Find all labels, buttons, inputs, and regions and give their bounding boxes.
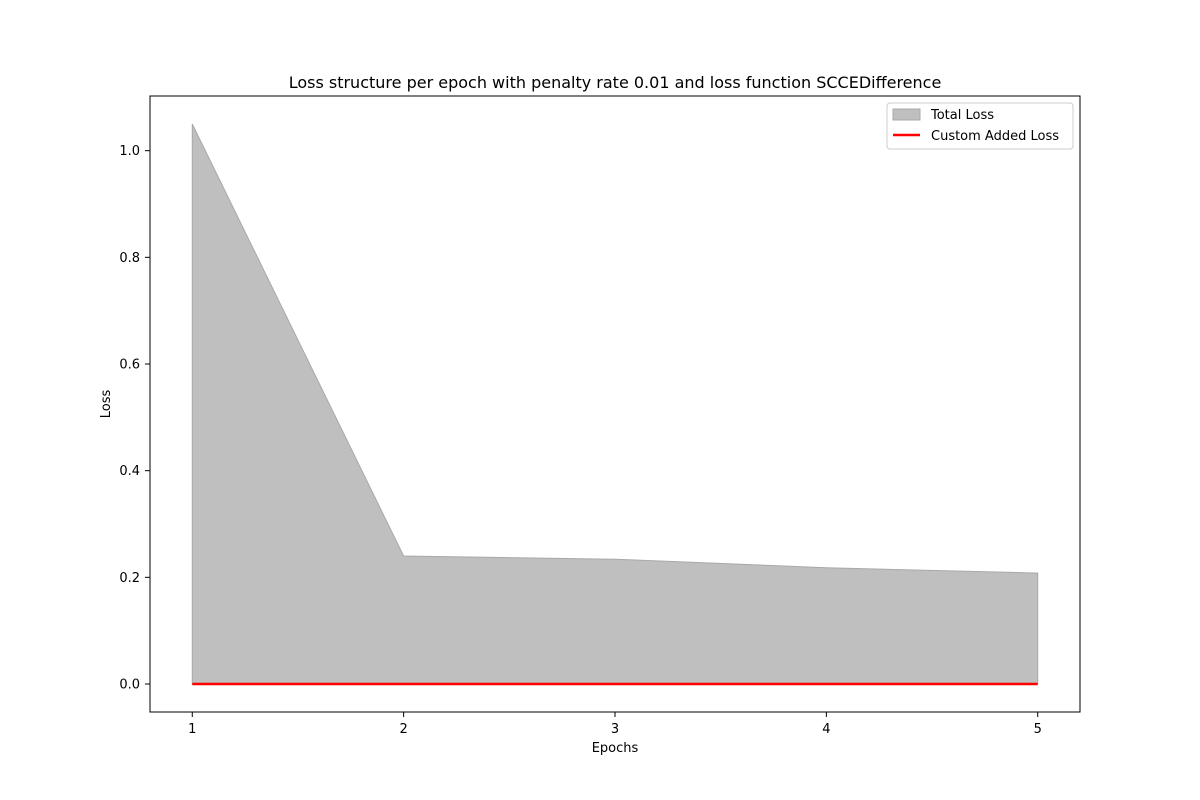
- x-axis-label: Epochs: [592, 741, 639, 756]
- y-tick-label: 0.2: [119, 571, 140, 586]
- y-tick-label: 0.4: [119, 464, 140, 479]
- x-tick-label: 2: [399, 722, 407, 737]
- legend-label-custom-added-loss: Custom Added Loss: [931, 129, 1059, 144]
- series-layer: [191, 123, 1039, 686]
- legend: Total Loss Custom Added Loss: [886, 102, 1074, 150]
- legend-box: [886, 102, 1074, 150]
- x-tick-label: 1: [188, 722, 196, 737]
- y-tick-label: 0.8: [119, 251, 140, 266]
- y-axis-label: Loss: [99, 390, 114, 419]
- series-total-loss-area: [191, 123, 1039, 685]
- y-axis-ticks: 0.0 0.2 0.4 0.6 0.8 1.0: [119, 144, 150, 693]
- x-tick-label: 4: [822, 722, 830, 737]
- y-tick-label: 0.0: [119, 678, 140, 693]
- x-axis-ticks: 1 2 3 4 5: [188, 712, 1042, 737]
- x-tick-label: 5: [1034, 722, 1042, 737]
- y-tick-label: 0.6: [119, 358, 140, 373]
- chart-title: Loss structure per epoch with penalty ra…: [289, 73, 942, 92]
- plot-area: [149, 95, 1081, 713]
- y-tick-label: 1.0: [119, 144, 140, 159]
- x-tick-label: 3: [611, 722, 619, 737]
- legend-label-total-loss: Total Loss: [930, 108, 994, 123]
- legend-swatch-total-loss: [892, 108, 921, 121]
